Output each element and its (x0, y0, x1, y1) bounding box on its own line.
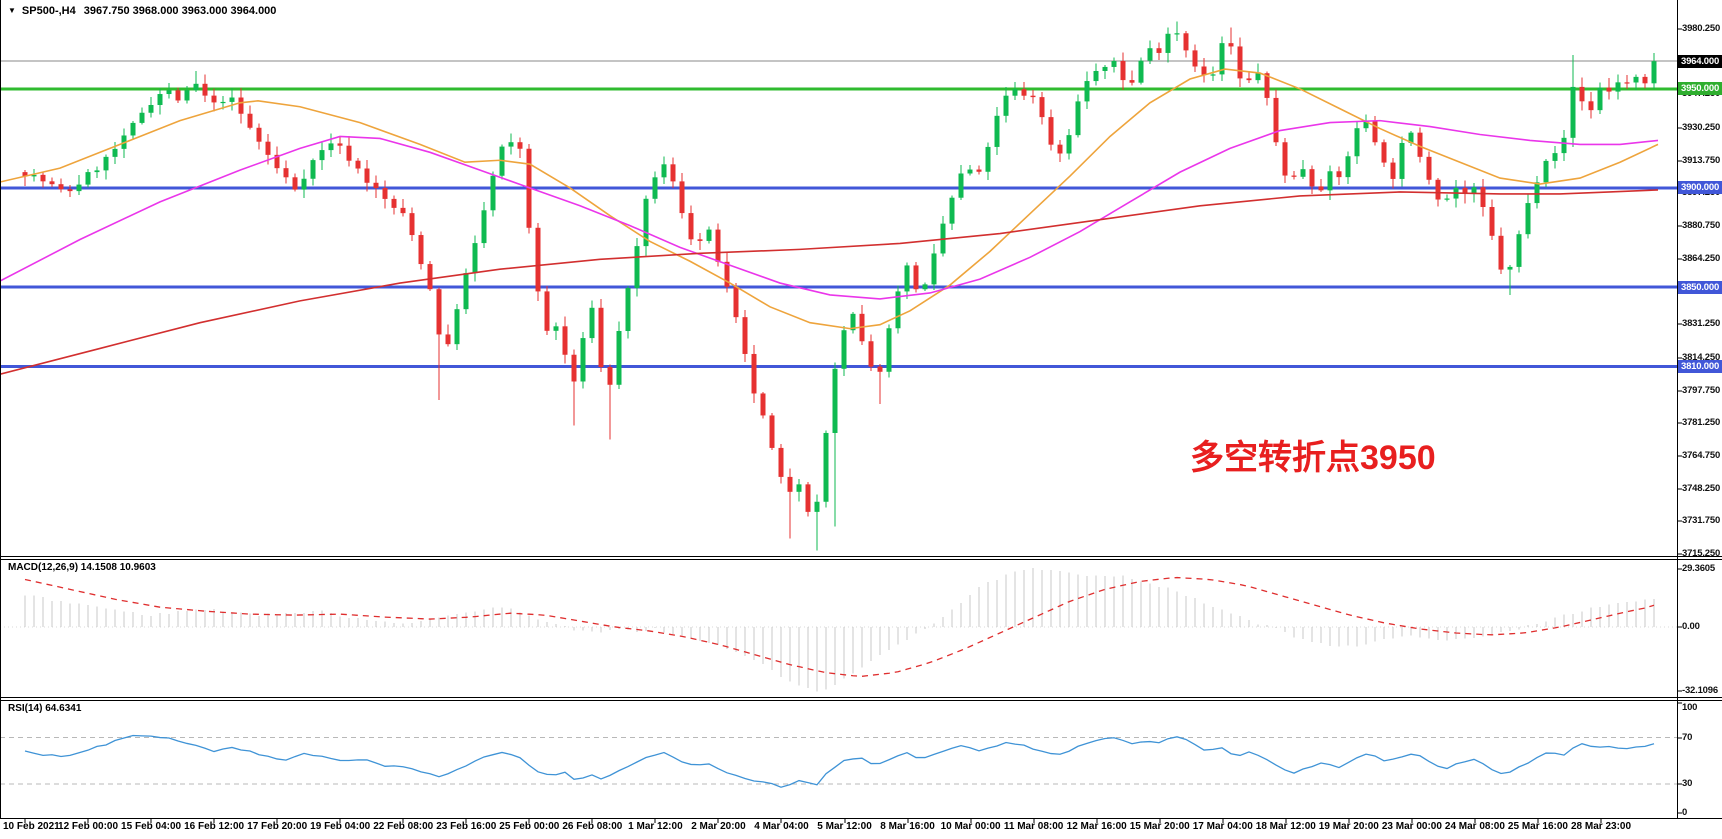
time-axis[interactable]: 10 Feb 2021 12 Feb 00:00 15 Feb 04:00 16 Fe… (0, 818, 1722, 839)
time-label: 25 Mar 16:00 (1507, 821, 1568, 832)
time-label: 12 Mar 16:00 (1066, 821, 1127, 832)
panel-separator-macd[interactable] (0, 553, 1722, 561)
time-label: 18 Mar 12:00 (1255, 821, 1316, 832)
chart-title: ▼ SP500-,H4 3967.750 3968.000 3963.000 396… (8, 5, 276, 17)
time-label: 8 Mar 16:00 (880, 821, 935, 832)
time-label: 16 Feb 12:00 (184, 821, 245, 832)
time-label: 10 Mar 00:00 (940, 821, 1001, 832)
rsi-line (24, 734, 1655, 788)
time-label: 25 Feb 00:00 (499, 821, 560, 832)
macd-signal-line (24, 576, 1655, 677)
macd-indicator-label: MACD(12,26,9) 14.1508 10.9603 (8, 562, 156, 573)
time-label: 17 Mar 04:00 (1192, 821, 1253, 832)
time-label: 12 Feb 00:00 (58, 821, 119, 832)
symbol-period-label: SP500-,H4 (21, 5, 76, 17)
time-label: 23 Mar 00:00 (1381, 821, 1442, 832)
time-label: 2 Mar 20:00 (691, 821, 746, 832)
annotation-text: 多空转折点3950 (1190, 439, 1436, 477)
time-label: 5 Mar 12:00 (817, 821, 872, 832)
time-label: 4 Mar 04:00 (754, 821, 809, 832)
time-label: 15 Feb 04:00 (121, 821, 182, 832)
time-label: 11 Mar 08:00 (1003, 821, 1064, 832)
ma-slow-red (0, 189, 1659, 375)
time-label: 1 Mar 12:00 (628, 821, 683, 832)
panel-separator-rsi[interactable] (0, 694, 1722, 702)
time-label: 28 Mar 23:00 (1570, 821, 1632, 832)
time-label: 23 Feb 16:00 (436, 821, 497, 832)
ma-fast-orange (0, 68, 1659, 330)
time-label: 19 Feb 04:00 (310, 821, 371, 832)
time-label: 17 Feb 20:00 (247, 821, 308, 832)
time-label: 24 Mar 08:00 (1444, 821, 1505, 832)
time-label: 15 Mar 20:00 (1129, 821, 1190, 832)
time-label: 19 Mar 20:00 (1318, 821, 1379, 832)
time-label: 22 Feb 08:00 (373, 821, 434, 832)
ohlc-values: 3967.750 3968.000 3963.000 3964.000 (83, 5, 277, 17)
time-label: 26 Feb 08:00 (562, 821, 623, 832)
collapse-indicator-list-icon[interactable]: ▼ (8, 6, 16, 15)
rsi-indicator-label: RSI(14) 64.6341 (8, 703, 82, 714)
time-label: 10 Feb 2021 (3, 821, 60, 832)
ma-mid-magenta (0, 119, 1659, 300)
